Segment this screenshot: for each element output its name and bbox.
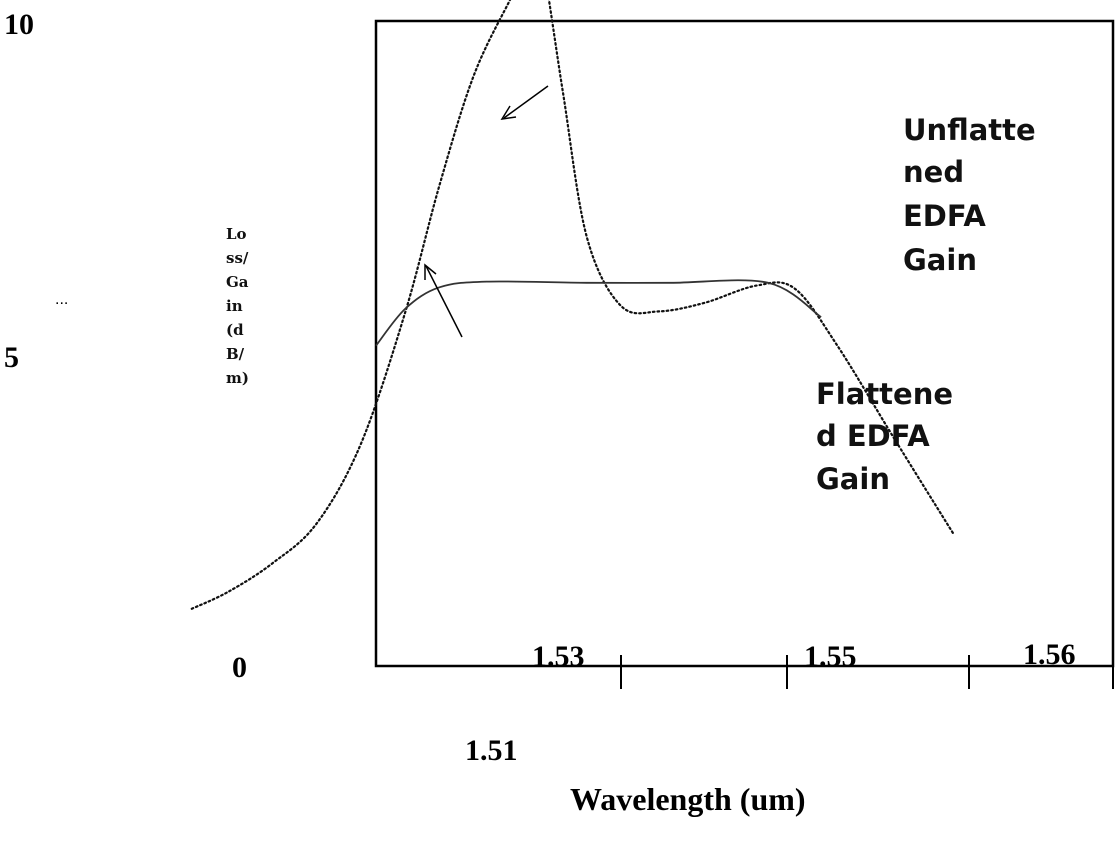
- annotation-unflattened: Unflatte ned EDFA Gain: [903, 113, 1036, 277]
- annotation-line: ned: [903, 155, 964, 189]
- y-axis-label-line: m): [226, 369, 249, 387]
- y-axis-label-line: Ga: [226, 273, 249, 291]
- annotation-line: Unflatte: [903, 113, 1036, 147]
- x-axis-title: Wavelength (um): [570, 781, 806, 817]
- x-tick-label-1-56: 1.56: [1023, 638, 1076, 671]
- annotation-line: Gain: [816, 462, 890, 496]
- y-tick-label-0: 0: [232, 651, 247, 684]
- series-line-flattened: [375, 279, 822, 347]
- annotation-flattened: Flattene d EDFA Gain: [816, 377, 953, 496]
- x-tick-label-1-55: 1.55: [804, 640, 857, 673]
- y-axis-label-line: ss/: [226, 249, 249, 267]
- x-tick-label-1-53: 1.53: [532, 640, 585, 673]
- plot-frame: [374, 19, 1115, 668]
- arrow-to-flattened-curve: [424, 263, 463, 338]
- y-tick-label-10: 10: [4, 8, 34, 41]
- series-line-unflattened: [190, 0, 955, 610]
- y-axis-label: Lo ss/ Ga in (d B/ m): [226, 225, 249, 387]
- y-axis-label-line: B/: [226, 345, 245, 363]
- y-axis-label-line: Lo: [226, 225, 247, 243]
- stray-ellipsis: ...: [55, 291, 68, 308]
- y-axis-label-line: in: [226, 297, 243, 315]
- annotation-line: d EDFA: [816, 419, 930, 453]
- annotation-line: Flattene: [816, 377, 953, 411]
- annotation-line: EDFA: [903, 199, 986, 233]
- y-tick-label-5: 5: [4, 341, 19, 374]
- arrow-to-unflattened-peak: [500, 85, 549, 120]
- annotation-line: Gain: [903, 243, 977, 277]
- y-axis-label-line: (d: [226, 321, 244, 339]
- x-tick-label-1-51: 1.51: [465, 734, 518, 767]
